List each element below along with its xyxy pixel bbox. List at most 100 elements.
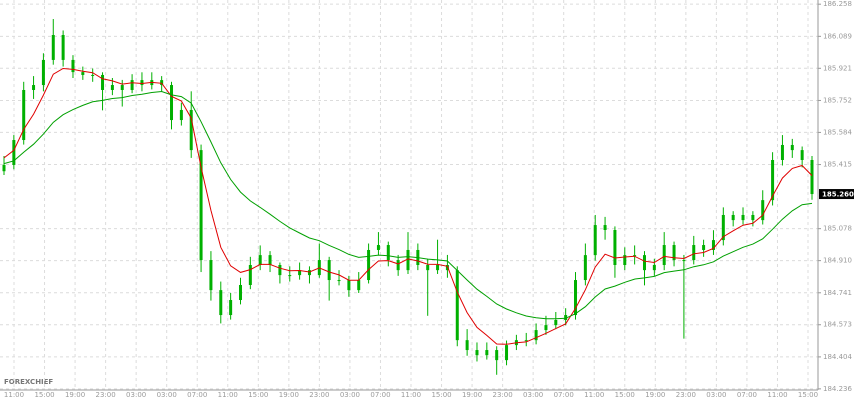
candle-body <box>711 240 715 250</box>
candle-body <box>61 35 65 60</box>
candle-body <box>376 245 380 250</box>
candle-body <box>800 150 804 160</box>
x-tick-label: 07:00 <box>737 391 757 399</box>
candle-body <box>32 85 36 90</box>
y-tick-label: 184.404 <box>823 353 852 361</box>
candle-body <box>662 245 666 266</box>
candle-body <box>426 265 430 271</box>
candle-body <box>81 72 85 75</box>
candle-body <box>771 159 775 201</box>
x-tick-label: 03:00 <box>340 391 360 399</box>
candle-body <box>524 340 528 342</box>
candle-body <box>455 270 459 341</box>
candle-body <box>51 35 55 60</box>
candle-body <box>229 300 233 316</box>
candle-body <box>485 350 489 356</box>
candle-body <box>238 284 242 301</box>
candle-body <box>298 270 302 276</box>
candle-body <box>71 59 75 73</box>
candle-body <box>258 255 262 266</box>
x-tick-label: 03:00 <box>523 391 543 399</box>
candle-body <box>406 249 410 271</box>
y-tick-label: 184.573 <box>823 321 852 329</box>
y-tick-label: 186.089 <box>823 32 852 40</box>
candle-body <box>761 200 765 221</box>
candle-body <box>672 245 676 261</box>
candle-body <box>396 260 400 271</box>
candle-body <box>199 150 203 261</box>
candle-body <box>810 159 814 195</box>
candle-body <box>780 144 784 160</box>
candle-body <box>386 245 390 261</box>
candle-body <box>91 74 95 76</box>
moving-average <box>3 67 813 345</box>
x-tick-label: 15:00 <box>248 391 268 399</box>
candle-body <box>219 290 223 316</box>
x-tick-label: 23:00 <box>309 391 329 399</box>
x-tick-label: 15:00 <box>431 391 451 399</box>
x-tick-label: 19:00 <box>279 391 299 399</box>
candle-body <box>337 280 341 282</box>
candle-body <box>652 265 656 271</box>
candle-body <box>12 140 16 165</box>
moving-average <box>3 90 813 320</box>
candle-body <box>574 280 578 316</box>
y-tick-label: 186.258 <box>823 0 852 8</box>
candle-body <box>327 260 331 281</box>
candle-body <box>209 260 213 291</box>
y-tick-label: 185.078 <box>823 225 852 233</box>
x-tick-label: 15:00 <box>34 391 54 399</box>
x-tick-label: 11:00 <box>401 391 421 399</box>
candle-body <box>702 245 706 250</box>
x-tick-label: 03:00 <box>126 391 146 399</box>
y-tick-label: 185.415 <box>823 161 852 169</box>
candle-body <box>307 270 311 276</box>
x-tick-label: 23:00 <box>96 391 116 399</box>
candle-body <box>603 225 607 231</box>
candle-body <box>22 89 26 141</box>
y-tick-label: 185.584 <box>823 128 852 136</box>
candle-body <box>790 144 794 151</box>
x-tick-label: 07:00 <box>187 391 207 399</box>
candle-body <box>179 109 183 121</box>
candle-body <box>41 59 45 86</box>
y-tick-label: 184.236 <box>823 385 852 393</box>
candle-body <box>120 85 124 90</box>
y-tick-label: 185.752 <box>823 96 852 104</box>
candle-body <box>682 260 686 262</box>
candle-body <box>465 340 469 351</box>
x-tick-label: 19:00 <box>65 391 85 399</box>
candle-body <box>101 74 105 90</box>
candle-body <box>248 265 252 285</box>
x-tick-label: 07:00 <box>370 391 390 399</box>
x-tick-label: 03:00 <box>706 391 726 399</box>
candle-body <box>741 214 745 221</box>
candle-body <box>564 315 568 320</box>
candle-body <box>534 330 538 341</box>
candle-body <box>613 230 617 266</box>
x-tick-label: 11:00 <box>584 391 604 399</box>
candle-body <box>495 350 499 361</box>
candle-body <box>692 245 696 261</box>
candle-body <box>436 265 440 271</box>
last-price-box <box>819 189 854 200</box>
x-tick-label: 19:00 <box>462 391 482 399</box>
candle-body <box>140 80 144 86</box>
candle-body <box>544 325 548 331</box>
candle-body <box>268 255 272 266</box>
candle-body <box>347 280 351 291</box>
candle-body <box>2 164 6 172</box>
x-tick-label: 23:00 <box>676 391 696 399</box>
candle-body <box>475 350 479 356</box>
candle-body <box>130 80 134 90</box>
y-tick-label: 184.741 <box>823 289 852 297</box>
candle-body <box>278 265 282 276</box>
watermark: FOREXCHIEF <box>4 378 53 386</box>
x-tick-label: 11:00 <box>218 391 238 399</box>
x-tick-label: 23:00 <box>493 391 513 399</box>
candle-body <box>642 255 646 271</box>
x-tick-label: 11:00 <box>4 391 24 399</box>
y-tick-label: 184.910 <box>823 257 852 265</box>
candle-body <box>623 255 627 266</box>
